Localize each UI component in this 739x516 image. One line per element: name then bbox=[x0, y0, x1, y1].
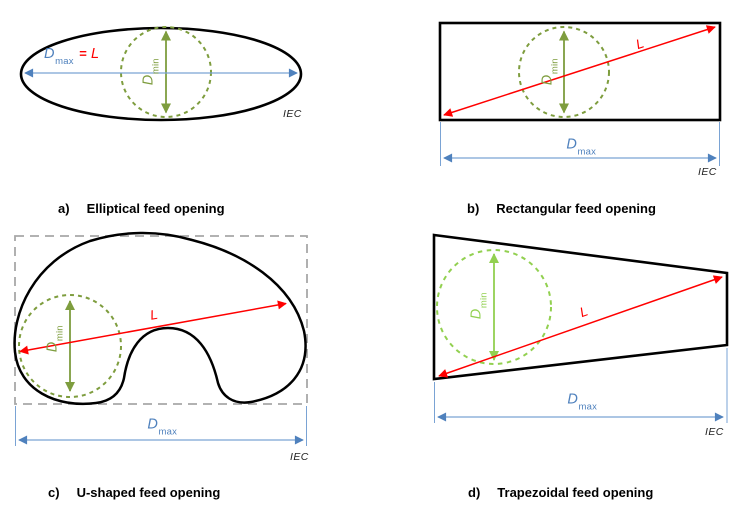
l-diagonal-arrow-d bbox=[438, 275, 723, 378]
iec-label-b: IEC bbox=[698, 166, 717, 178]
caption-b: b) Rectangular feed opening bbox=[467, 201, 656, 216]
dmax-symbol: D bbox=[566, 136, 578, 153]
equals-sign: = bbox=[79, 46, 88, 61]
dmax-subscript: max bbox=[158, 426, 178, 438]
rectangular-opening-outline bbox=[438, 21, 722, 122]
panel-a-drawing bbox=[19, 26, 303, 122]
caption-b-text: Rectangular feed opening bbox=[496, 201, 656, 216]
iec-label-c: IEC bbox=[290, 451, 309, 463]
panel-b-drawing bbox=[438, 21, 722, 166]
dmin-symbol: D bbox=[539, 74, 556, 86]
dmax-symbol: D bbox=[147, 416, 159, 433]
bounding-box-dashed-c bbox=[14, 235, 308, 405]
dmax-label-c: Dmax bbox=[147, 416, 178, 438]
caption-a-letter: a) bbox=[58, 201, 70, 216]
dmax-symbol: D bbox=[44, 46, 55, 62]
dmin-subscript: min bbox=[549, 58, 561, 75]
dmax-subscript: max bbox=[55, 55, 74, 67]
caption-a: a) Elliptical feed opening bbox=[58, 201, 225, 216]
caption-d-text: Trapezoidal feed opening bbox=[497, 485, 654, 500]
dmax-subscript: max bbox=[577, 146, 597, 158]
elliptical-opening-outline bbox=[19, 26, 303, 122]
caption-c: c) U-shaped feed opening bbox=[48, 485, 220, 500]
iec-label-d: IEC bbox=[705, 426, 724, 438]
caption-d: d) Trapezoidal feed opening bbox=[468, 485, 653, 500]
panel-d-drawing bbox=[432, 233, 729, 423]
dmax-symbol: D bbox=[567, 391, 579, 408]
dmin-label-b: Dmin bbox=[539, 58, 561, 86]
dmin-subscript: min bbox=[54, 325, 66, 342]
l-diagonal-arrow-b bbox=[443, 25, 716, 117]
dmin-subscript: min bbox=[150, 58, 162, 75]
caption-c-letter: c) bbox=[48, 485, 60, 500]
u-shaped-opening-outline bbox=[13, 231, 307, 406]
caption-b-letter: b) bbox=[467, 201, 480, 216]
dmin-label-c: Dmin bbox=[44, 325, 66, 353]
dmin-label-a: Dmin bbox=[140, 58, 162, 86]
dmax-equals-l-label: Dmax = L bbox=[44, 46, 100, 67]
dmax-label-b: Dmax bbox=[566, 136, 597, 158]
dmax-label-d: Dmax bbox=[567, 391, 598, 413]
dmin-symbol: D bbox=[140, 74, 157, 86]
panel-c-drawing bbox=[13, 231, 308, 446]
caption-c-text: U-shaped feed opening bbox=[76, 485, 221, 500]
caption-d-letter: d) bbox=[468, 485, 481, 500]
trapezoidal-opening-outline bbox=[432, 233, 729, 381]
l-symbol: L bbox=[91, 46, 100, 62]
dmax-subscript: max bbox=[578, 401, 598, 413]
dmin-symbol: D bbox=[468, 308, 485, 320]
caption-a-text: Elliptical feed opening bbox=[86, 201, 225, 216]
dmin-label-d: Dmin bbox=[468, 292, 490, 320]
dmin-subscript: min bbox=[478, 292, 490, 309]
dmin-symbol: D bbox=[44, 341, 61, 353]
l-diagonal-arrow-c bbox=[19, 300, 287, 355]
iec-label-a: IEC bbox=[283, 108, 302, 120]
